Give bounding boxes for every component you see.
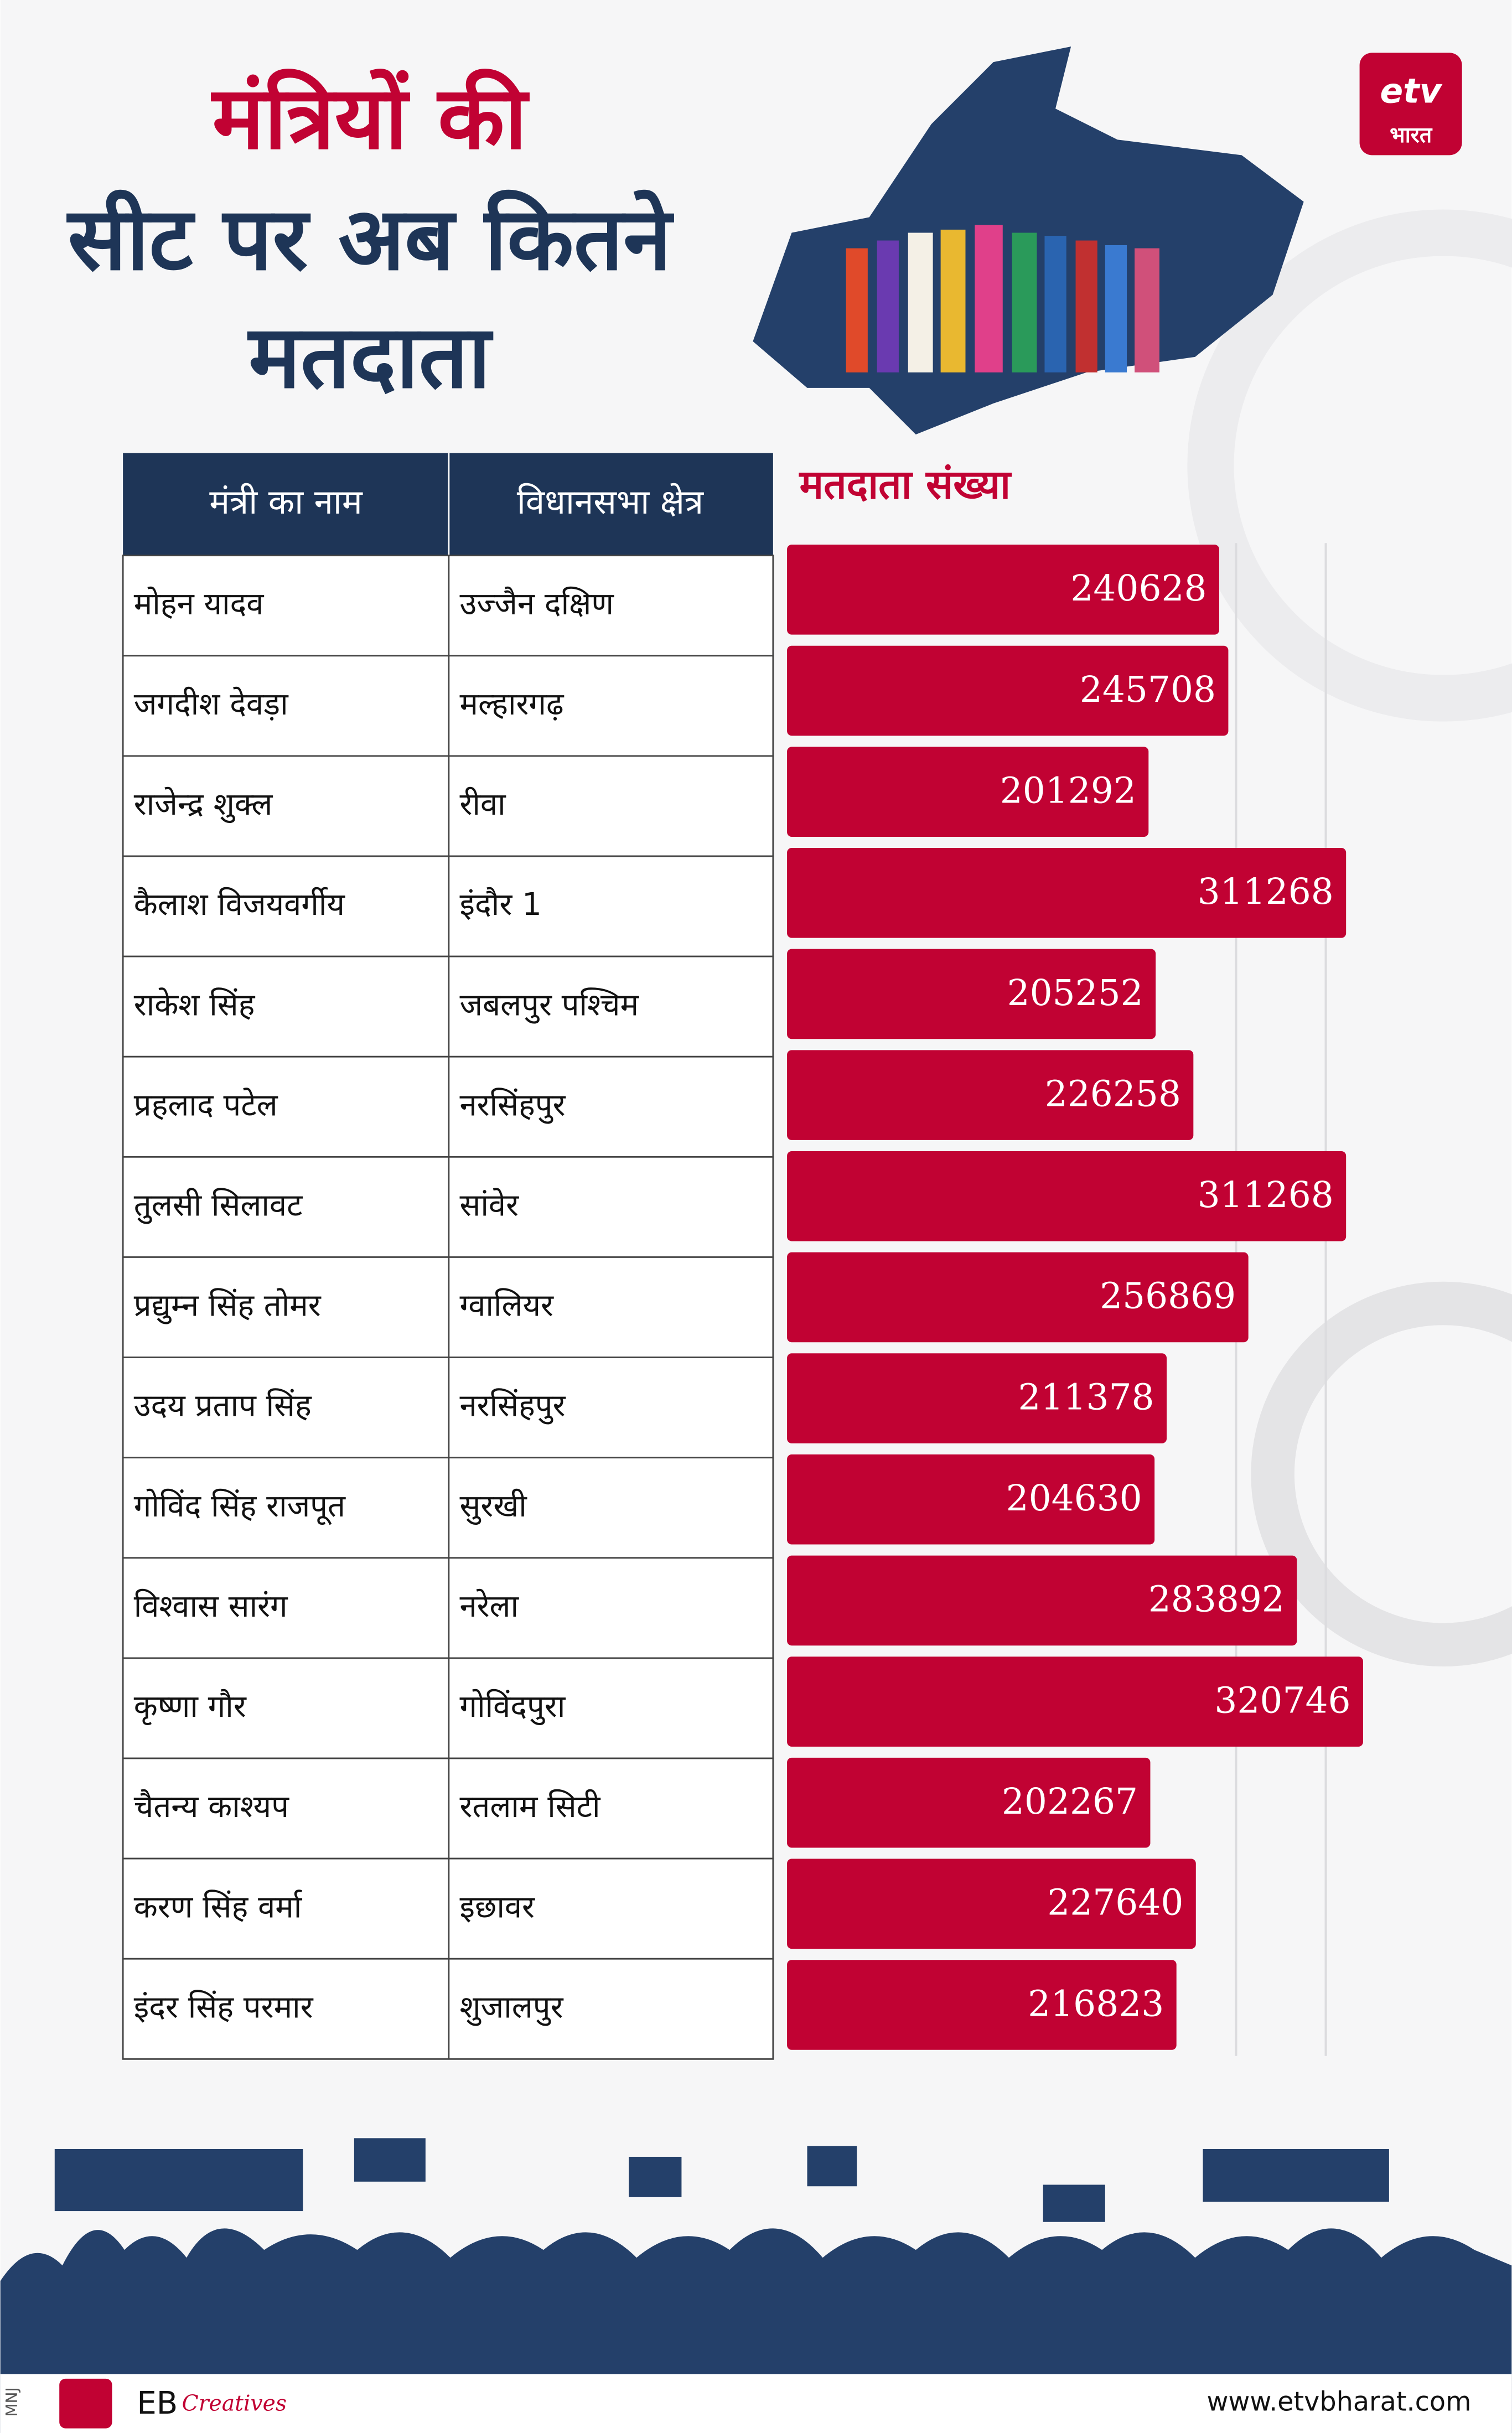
table-cell: इंदर सिंह परमार <box>134 1989 314 2025</box>
brand-sub: Creatives <box>182 2391 287 2416</box>
table-cell: राजेन्द्र शुक्ल <box>134 786 273 824</box>
table-cell: उदय प्रताप सिंह <box>134 1388 312 1424</box>
chart-title: मतदाता संख्या <box>799 461 1013 508</box>
title-line: मंत्रियों की <box>210 68 530 169</box>
bar <box>787 747 1149 837</box>
bar <box>787 1656 1363 1747</box>
table-cell: इंदौर 1 <box>460 887 542 923</box>
title-line: मतदाता <box>247 307 494 408</box>
table-cell: चैतन्य काश्यप <box>134 1789 289 1825</box>
value-label: 256869 <box>1100 1276 1236 1317</box>
initials: MNJ <box>3 2387 21 2416</box>
value-label: 311268 <box>1198 1174 1334 1216</box>
table-cell: नरसिंहपुर <box>460 1388 566 1425</box>
value-label: 226258 <box>1045 1073 1181 1115</box>
table-cell: इछावर <box>460 1889 536 1925</box>
table-cell: रीवा <box>460 786 507 822</box>
column-header: विधानसभा क्षेत्र <box>517 482 704 522</box>
bar <box>787 545 1219 635</box>
logo-mark: etv <box>1380 71 1442 111</box>
value-label: 211378 <box>1018 1376 1154 1418</box>
value-label: 202267 <box>1002 1781 1138 1823</box>
bar <box>787 1757 1151 1848</box>
table-cell: करण सिंह वर्मा <box>134 1889 303 1925</box>
table-cell: मल्हारगढ़ <box>460 686 565 722</box>
table-cell: प्रहलाद पटेल <box>134 1087 278 1123</box>
watermark <box>1187 209 1512 722</box>
column-header: मंत्री का नाम <box>209 482 363 522</box>
table-cell: गोविंद सिंह राजपूत <box>134 1488 346 1525</box>
table-cell: राकेश सिंह <box>134 987 256 1023</box>
table-cell: ग्वालियर <box>460 1288 554 1324</box>
value-label: 245708 <box>1080 669 1216 711</box>
bar <box>787 1252 1249 1343</box>
table-cell: कैलाश विजयवर्गीय <box>134 887 346 923</box>
people <box>846 225 1159 372</box>
footer-logo <box>59 2378 112 2429</box>
table-cell: रतलाम सिटी <box>460 1789 601 1825</box>
watermark <box>1251 1281 1512 1666</box>
url: www.etvbharat.com <box>1207 2387 1471 2418</box>
table-cell: कृष्णा गौर <box>134 1689 247 1726</box>
table-cell: सुरखी <box>460 1488 528 1525</box>
table-cell: शुजालपुर <box>460 1989 564 2026</box>
value-label: 227640 <box>1047 1882 1183 1924</box>
value-label: 311268 <box>1198 871 1334 913</box>
table-cell: नरेला <box>460 1588 520 1624</box>
bar <box>787 848 1347 938</box>
value-label: 201292 <box>1000 770 1136 811</box>
bar <box>787 1151 1347 1241</box>
brand: EB <box>137 2385 178 2421</box>
value-label: 204630 <box>1006 1478 1142 1519</box>
table-cell: उज्जैन दक्षिण <box>460 586 615 622</box>
logo-text: भारत <box>1390 123 1433 148</box>
bar <box>787 1555 1297 1646</box>
value-label: 283892 <box>1148 1579 1285 1621</box>
footer <box>0 2374 1512 2433</box>
logo <box>1359 53 1462 156</box>
table-cell: गोविंदपुरा <box>460 1689 566 1726</box>
bar <box>787 1454 1155 1545</box>
table-cell: जगदीश देवड़ा <box>134 686 289 722</box>
table-cell: नरसिंहपुर <box>460 1087 566 1124</box>
table-cell: जबलपुर पश्चिम <box>460 987 640 1024</box>
bar <box>787 645 1229 736</box>
title-line: सीट पर अब कितने <box>66 189 675 290</box>
table-cell: सांवेर <box>460 1188 520 1224</box>
bar <box>787 1050 1194 1140</box>
bar <box>787 1353 1167 1443</box>
table-cell: तुलसी सिलावट <box>134 1188 303 1225</box>
table-cell: मोहन यादव <box>134 586 265 622</box>
table-cell: विश्वास सारंग <box>134 1588 288 1624</box>
bar <box>787 949 1156 1039</box>
value-label: 320746 <box>1214 1680 1350 1721</box>
bar <box>787 1859 1196 1949</box>
value-label: 240628 <box>1070 568 1207 609</box>
bar <box>787 1960 1177 2050</box>
value-label: 205252 <box>1007 972 1143 1014</box>
value-label: 216823 <box>1028 1983 1164 2025</box>
table-cell: प्रद्युम्न सिंह तोमर <box>134 1288 322 1325</box>
